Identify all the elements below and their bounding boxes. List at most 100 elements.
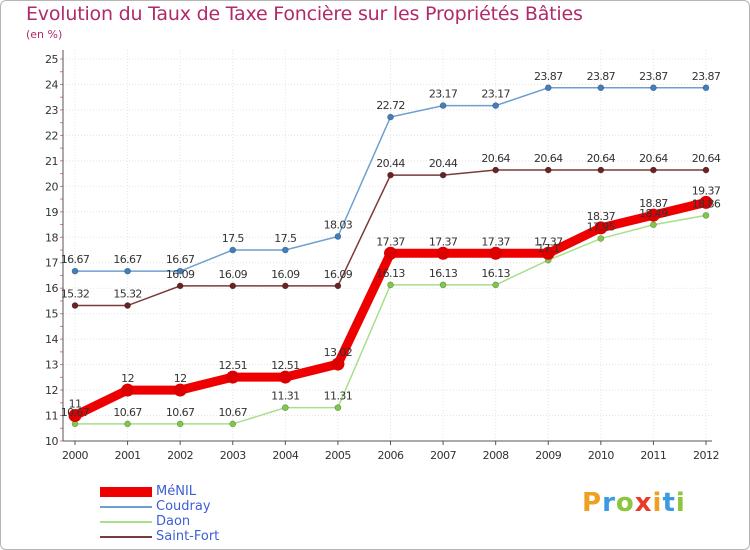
data-point-daon [650, 221, 657, 229]
data-label-coudray: 17.5 [274, 232, 297, 245]
data-point-daon [492, 281, 499, 289]
data-label-m-nil: 17.37 [481, 235, 510, 248]
data-label-coudray: 23.17 [429, 88, 458, 101]
data-label-coudray: 23.87 [534, 70, 563, 83]
data-point-m-nil [68, 409, 82, 423]
data-point-saint-fort [229, 282, 237, 290]
data-label-saint-fort: 16.09 [219, 268, 248, 281]
data-point-saint-fort [176, 282, 184, 290]
data-point-m-nil [541, 246, 555, 260]
data-point-daon [229, 420, 237, 428]
data-point-coudray [544, 84, 552, 92]
x-tick-label: 2001 [115, 449, 141, 462]
y-tick-label: 12 [45, 384, 58, 397]
data-label-m-nil: 18.37 [587, 210, 616, 223]
data-label-daon: 10.67 [166, 406, 195, 419]
data-point-saint-fort [597, 166, 605, 174]
legend-swatch-saint-fort [100, 536, 152, 538]
data-label-m-nil: 12.51 [271, 359, 300, 372]
data-point-saint-fort [544, 166, 552, 174]
data-point-m-nil [173, 383, 187, 397]
data-label-saint-fort: 20.44 [376, 157, 405, 170]
data-label-daon: 16.13 [376, 267, 405, 280]
data-label-coudray: 16.67 [61, 253, 90, 266]
x-tick-label: 2004 [272, 449, 298, 462]
data-label-daon: 16.13 [481, 267, 510, 280]
data-point-saint-fort [71, 302, 79, 309]
legend-swatch-menil [100, 487, 152, 497]
data-point-daon [176, 420, 184, 428]
data-label-daon: 17.95 [587, 221, 616, 234]
data-label-saint-fort: 20.44 [429, 157, 458, 170]
data-label-m-nil: 13.02 [324, 346, 353, 359]
data-point-coudray [282, 246, 289, 254]
data-label-coudray: 23.87 [587, 70, 616, 83]
logo-letter: i [652, 488, 663, 518]
data-point-daon [334, 404, 342, 411]
data-point-saint-fort [702, 166, 710, 174]
data-point-saint-fort [492, 166, 499, 174]
data-label-saint-fort: 15.32 [61, 288, 90, 301]
data-point-daon [282, 404, 289, 411]
x-tick-label: 2000 [62, 449, 88, 462]
data-label-m-nil: 11 [69, 398, 82, 411]
data-point-m-nil [121, 383, 135, 397]
x-tick-label: 2002 [167, 449, 193, 462]
y-tick-label: 24 [45, 78, 58, 91]
data-point-m-nil [226, 370, 240, 384]
logo-letter: i [675, 488, 686, 518]
x-tick-label: 2008 [483, 449, 509, 462]
data-point-coudray [334, 233, 342, 240]
data-label-saint-fort: 20.64 [534, 152, 563, 165]
data-point-coudray [387, 113, 394, 121]
data-label-coudray: 16.67 [113, 253, 142, 266]
x-tick-label: 2009 [535, 449, 561, 462]
data-label-saint-fort: 20.64 [692, 152, 721, 165]
y-tick-label: 13 [45, 359, 58, 372]
data-label-m-nil: 18.87 [639, 197, 668, 210]
data-label-coudray: 18.03 [324, 219, 353, 232]
data-label-saint-fort: 15.32 [113, 288, 142, 301]
x-tick-label: 2005 [325, 449, 351, 462]
data-point-daon [597, 235, 605, 242]
x-tick-label: 2011 [640, 449, 666, 462]
data-point-m-nil [331, 357, 345, 371]
data-point-saint-fort [282, 282, 289, 290]
data-label-saint-fort: 20.64 [481, 152, 510, 165]
logo-letter: x [634, 488, 653, 518]
x-tick-label: 2012 [693, 449, 719, 462]
data-point-daon [124, 420, 131, 428]
y-tick-label: 16 [45, 282, 58, 295]
logo-letter: r [602, 488, 616, 518]
data-label-saint-fort: 16.09 [324, 268, 353, 281]
data-point-daon [439, 281, 447, 289]
data-point-daon [387, 281, 394, 289]
data-label-saint-fort: 20.64 [639, 152, 668, 165]
logo-letter: o [615, 488, 635, 518]
data-point-m-nil [278, 370, 292, 384]
data-point-coudray [229, 246, 237, 254]
data-label-coudray: 16.67 [166, 253, 195, 266]
y-tick-label: 25 [45, 53, 58, 66]
x-tick-label: 2003 [220, 449, 246, 462]
legend-label-menil: MéNIL [156, 484, 197, 499]
data-point-m-nil [594, 221, 608, 235]
x-tick-label: 2010 [588, 449, 614, 462]
data-label-coudray: 23.87 [639, 70, 668, 83]
data-point-saint-fort [387, 171, 394, 179]
y-tick-label: 10 [45, 435, 58, 448]
data-point-saint-fort [124, 302, 131, 309]
data-point-coudray [597, 84, 605, 92]
data-label-daon: 16.13 [429, 267, 458, 280]
data-label-m-nil: 17.37 [429, 235, 458, 248]
proxiti-logo: Proxiti [582, 488, 686, 518]
unit-label: (en %) [26, 28, 63, 41]
y-tick-label: 11 [45, 410, 58, 423]
y-tick-label: 23 [45, 104, 58, 117]
data-label-daon: 11.31 [324, 390, 353, 403]
legend-swatch-daon [100, 521, 152, 523]
data-point-coudray [439, 102, 447, 109]
data-label-daon: 10.67 [219, 406, 248, 419]
legend-swatch-coudray [100, 506, 152, 508]
